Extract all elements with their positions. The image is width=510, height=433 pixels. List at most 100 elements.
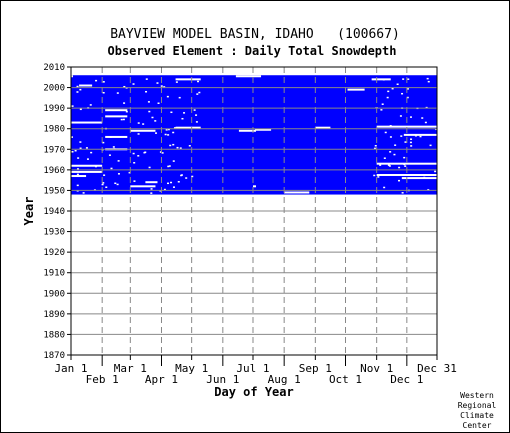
- missing-speck: [128, 171, 131, 174]
- missing-speck: [191, 175, 194, 178]
- credit-line: Western: [460, 391, 494, 400]
- missing-speck: [399, 115, 402, 117]
- missing-speck: [377, 176, 380, 178]
- missing-speck: [387, 90, 390, 93]
- missing-speck: [194, 127, 197, 129]
- missing-speck: [386, 96, 389, 99]
- missing-speck: [167, 165, 170, 168]
- missing-speck: [74, 149, 77, 152]
- x-tick-label: Jun 1: [206, 373, 239, 386]
- missing-speck: [382, 78, 385, 81]
- missing-speck: [110, 167, 113, 170]
- missing-speck: [172, 186, 175, 188]
- missing-speck: [180, 174, 183, 177]
- x-tick-label: Oct 1: [329, 373, 362, 386]
- missing-segment: [376, 162, 439, 165]
- missing-speck: [406, 88, 409, 90]
- y-tick-label: 2000: [43, 84, 65, 94]
- missing-speck: [166, 95, 169, 98]
- x-axis-label: Day of Year: [214, 385, 293, 399]
- missing-segment: [347, 88, 365, 91]
- missing-segment: [403, 133, 439, 136]
- x-tick-label: Sep 1: [299, 362, 332, 375]
- missing-speck: [419, 135, 422, 138]
- missing-speck: [197, 80, 200, 83]
- missing-speck: [120, 118, 123, 121]
- chart-subtitle: Observed Element : Daily Total Snowdepth: [108, 44, 397, 58]
- missing-speck: [103, 174, 106, 176]
- missing-segment: [376, 174, 439, 176]
- missing-speck: [79, 147, 82, 150]
- missing-speck: [181, 117, 184, 120]
- missing-speck: [123, 102, 126, 104]
- missing-speck: [388, 165, 391, 167]
- missing-segment: [130, 185, 156, 188]
- missing-speck: [403, 156, 406, 159]
- missing-speck: [77, 157, 80, 159]
- missing-speck: [389, 151, 392, 153]
- missing-speck: [421, 117, 424, 119]
- missing-speck: [90, 151, 93, 154]
- missing-speck: [102, 182, 105, 184]
- missing-speck: [170, 181, 173, 184]
- x-tick-label: Feb 1: [86, 373, 119, 386]
- missing-speck: [407, 78, 410, 80]
- missing-speck: [79, 141, 82, 143]
- observed-data-block: [71, 75, 437, 195]
- missing-segment: [71, 121, 103, 124]
- x-tick-label: Apr 1: [145, 373, 178, 386]
- y-tick-label: 1900: [43, 289, 65, 299]
- missing-speck: [424, 121, 427, 124]
- x-tick-label: Jul 1: [236, 362, 269, 375]
- x-tick-label: Jan 1: [54, 362, 87, 375]
- missing-speck: [159, 151, 162, 153]
- missing-segment: [238, 129, 257, 132]
- x-tick-label: Aug 1: [268, 373, 301, 386]
- x-tick-label: Dec 1: [390, 373, 423, 386]
- missing-speck: [387, 164, 390, 166]
- y-axis-label: Year: [22, 197, 36, 226]
- x-tick-label: May 1: [175, 362, 208, 375]
- missing-speck: [79, 88, 82, 91]
- missing-segment: [79, 84, 93, 87]
- missing-segment: [175, 78, 201, 81]
- missing-speck: [195, 114, 198, 116]
- missing-speck: [175, 81, 178, 83]
- missing-speck: [82, 192, 85, 194]
- missing-speck: [409, 141, 412, 144]
- missing-segment: [376, 125, 439, 128]
- missing-speck: [101, 183, 104, 186]
- missing-speck: [381, 103, 384, 105]
- y-tick-label: 1870: [43, 351, 65, 361]
- missing-speck: [396, 83, 399, 86]
- missing-speck: [384, 131, 387, 134]
- missing-segment: [105, 115, 128, 118]
- missing-speck: [76, 173, 79, 176]
- missing-segment: [315, 126, 331, 129]
- y-tick-label: 1910: [43, 269, 65, 279]
- missing-speck: [123, 85, 126, 88]
- y-tick-label: 1880: [43, 330, 65, 340]
- missing-speck: [403, 163, 406, 166]
- missing-speck: [79, 108, 82, 111]
- missing-speck: [193, 109, 196, 111]
- missing-speck: [94, 165, 97, 168]
- y-tick-label: 1960: [43, 166, 65, 176]
- missing-speck: [132, 152, 135, 155]
- missing-speck: [434, 170, 437, 173]
- missing-speck: [177, 181, 180, 183]
- missing-speck: [150, 192, 153, 194]
- missing-speck: [117, 173, 120, 175]
- missing-speck: [429, 144, 432, 147]
- missing-speck: [163, 188, 166, 191]
- missing-speck: [71, 151, 74, 153]
- missing-speck: [374, 144, 377, 147]
- y-tick-label: 1990: [43, 104, 65, 114]
- missing-speck: [172, 160, 175, 162]
- missing-segment: [71, 170, 103, 173]
- x-tick-label: Dec 31: [417, 362, 457, 375]
- missing-segment: [371, 78, 391, 81]
- missing-speck: [163, 86, 166, 88]
- missing-speck: [198, 91, 201, 94]
